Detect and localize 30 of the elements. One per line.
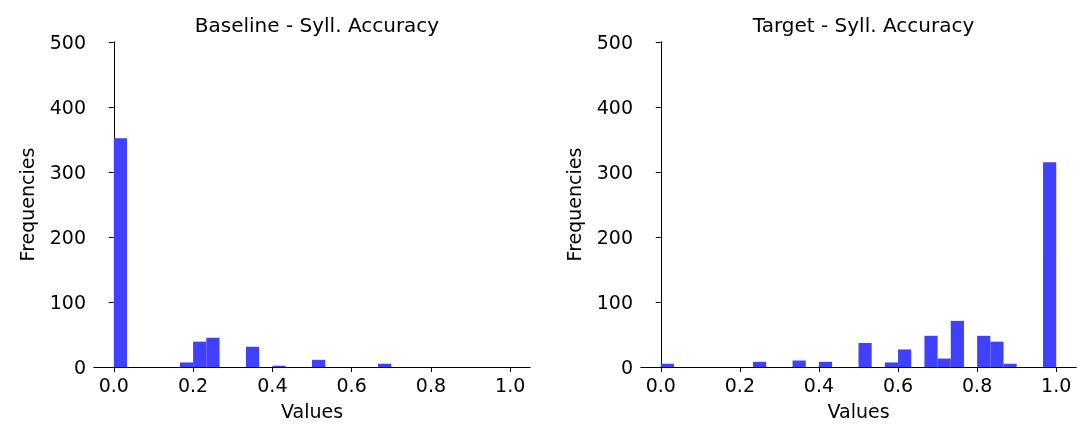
x-tick-label: 1.0 (1041, 373, 1072, 396)
y-tick-label: 300 (596, 161, 633, 183)
chart-title: Target - Syll. Accuracy (751, 13, 975, 37)
x-axis-title: Values (280, 399, 344, 422)
y-tick-label: 100 (49, 291, 86, 313)
x-axis-title: Values (827, 399, 890, 422)
x-tick-label: 1.0 (495, 373, 526, 396)
x-tick-label: 0.4 (803, 373, 835, 396)
x-tick-label: 0.4 (257, 373, 288, 396)
x-tick-label: 0.8 (962, 373, 993, 396)
x-tick-label: 0.2 (724, 373, 755, 396)
y-axis-title: Frequencies (15, 147, 38, 262)
y-tick-label: 300 (49, 161, 86, 183)
x-tick-label: 0.0 (645, 373, 676, 396)
y-tick-label: 100 (596, 291, 633, 313)
chart-title: Baseline - Syll. Accuracy (194, 13, 440, 37)
y-tick-label: 0 (620, 356, 633, 378)
y-tick-label: 200 (49, 226, 86, 248)
y-axis-title: Frequencies (562, 147, 585, 262)
y-tick-label: 500 (49, 31, 86, 53)
x-tick-label: 0.0 (98, 373, 129, 396)
y-tick-label: 0 (73, 356, 86, 378)
x-tick-label: 0.6 (336, 373, 367, 396)
x-tick-label: 0.2 (177, 373, 209, 396)
y-tick-label: 400 (596, 96, 633, 118)
y-tick-label: 200 (596, 226, 633, 248)
x-tick-label: 0.6 (882, 373, 914, 396)
x-tick-label: 0.8 (415, 373, 447, 396)
y-tick-label: 500 (596, 31, 633, 53)
y-tick-label: 400 (49, 96, 86, 118)
